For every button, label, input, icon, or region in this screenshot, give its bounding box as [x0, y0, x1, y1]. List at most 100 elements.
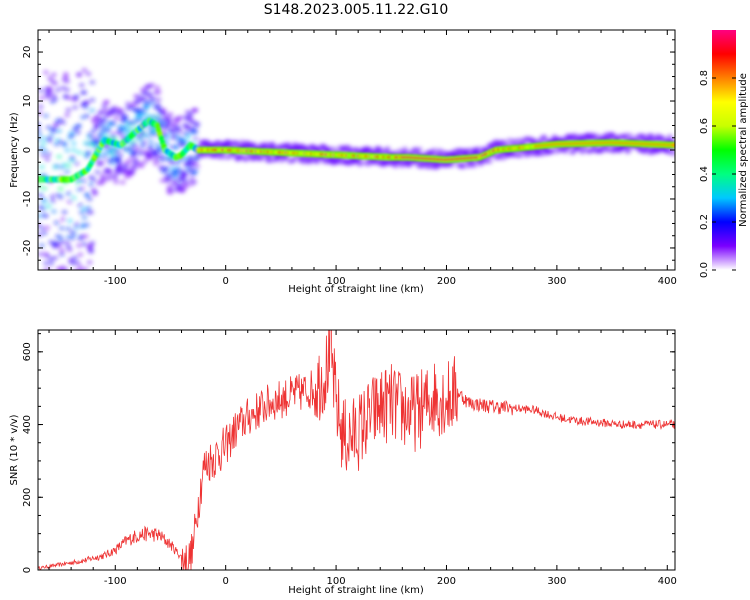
spectrogram-speckle: [87, 210, 94, 215]
spectrogram-speckle: [172, 144, 179, 149]
spectrogram-speckle: [84, 154, 91, 159]
spectrogram-speckle: [105, 125, 112, 131]
spectrogram-speckle: [53, 163, 60, 169]
colorbar-tick-label: 0.6: [699, 118, 710, 134]
spectrogram-speckle: [113, 116, 120, 121]
spectrogram-speckle: [90, 177, 97, 182]
spectrogram-speckle: [152, 161, 159, 166]
spectrogram-speckle: [86, 196, 93, 202]
spectrogram-xtick-label: 400: [658, 276, 677, 287]
snr-xtick-label: 300: [547, 576, 566, 587]
spectrogram-speckle: [192, 129, 199, 134]
spectrogram-speckle: [117, 153, 124, 158]
spectrogram-speckle: [53, 142, 60, 147]
spectrogram-speckle: [148, 101, 155, 106]
spectrogram-speckle: [131, 150, 138, 156]
spectrogram-speckle: [82, 104, 89, 110]
spectrogram-speckle: [187, 111, 194, 117]
spectrogram-ytick-label: -20: [22, 240, 33, 256]
spectrogram-speckle: [52, 81, 59, 86]
spectrogram-speckle: [38, 232, 43, 238]
spectrogram-speckle: [40, 152, 47, 158]
spectrogram-speckle: [61, 209, 68, 215]
spectrogram-speckle: [77, 265, 84, 270]
spectrogram-speckle: [167, 118, 174, 123]
spectrogram-speckle: [82, 234, 89, 239]
spectrogram-speckle: [71, 272, 77, 276]
colorbar-ticks: 0.0 0.2 0.4 0.6 0.8: [699, 70, 736, 278]
spectrogram-speckle: [73, 222, 80, 227]
spectrogram-speckle: [38, 104, 44, 109]
spectrogram-speckle: [41, 148, 48, 153]
spectrogram-speckle: [76, 123, 83, 129]
spectrogram-speckle: [42, 213, 49, 219]
spectrogram-speckle: [115, 157, 122, 162]
spectrogram-speckle: [460, 164, 467, 169]
spectrogram-speckle: [81, 67, 88, 73]
spectrogram-speckle: [138, 162, 145, 167]
spectrogram-speckle: [45, 125, 52, 130]
spectrogram-speckle: [58, 226, 65, 231]
spectrogram-speckle: [62, 267, 69, 270]
spectrogram-speckle: [53, 123, 60, 128]
spectrogram-speckle: [175, 125, 182, 130]
spectrogram-speckle: [42, 70, 49, 75]
spectrogram-speckle: [38, 192, 44, 198]
spectrogram-speckle: [46, 138, 53, 143]
spectrogram-speckle: [98, 110, 105, 115]
spectrogram-ytick-label: 10: [22, 95, 33, 108]
spectrogram-speckle: [416, 147, 423, 152]
spectrogram-speckle: [57, 186, 64, 191]
spectrogram-speckle: [122, 114, 129, 120]
spectrogram-speckle: [155, 97, 162, 102]
spectrogram-speckle: [38, 88, 44, 93]
spectrogram-speckle: [140, 97, 147, 102]
spectrogram-speckle: [50, 128, 57, 134]
spectrogram-speckle: [64, 79, 71, 84]
spectrogram-speckle: [269, 141, 276, 147]
spectrogram-speckle: [58, 252, 65, 257]
spectrogram-speckle: [143, 104, 150, 109]
spectrogram-speckle: [331, 147, 338, 152]
spectrogram-speckle: [403, 150, 410, 155]
spectrogram-speckle: [666, 134, 673, 139]
spectrogram-speckle: [44, 225, 51, 230]
spectrogram-speckle: [134, 159, 141, 165]
spectrogram-xtick-label: 0: [222, 276, 228, 287]
spectrogram-speckle: [122, 125, 129, 130]
spectrogram-speckle: [56, 243, 63, 248]
colorbar: 0.0 0.2 0.4 0.6 0.8 Normalized spectral ampl…: [699, 30, 749, 278]
spectrogram-speckle: [65, 163, 72, 168]
spectrogram-speckle: [78, 186, 85, 191]
spectrogram-speckle: [183, 140, 190, 145]
spectrogram-speckle: [164, 134, 171, 140]
spectrogram-speckle: [76, 72, 83, 78]
snr-ytick-label: 200: [22, 488, 33, 507]
snr-ytick-label: 600: [22, 342, 33, 361]
spectrogram-speckle: [81, 90, 88, 95]
spectrogram-speckle: [87, 247, 94, 253]
spectrogram-speckle: [39, 273, 45, 277]
spectrogram-speckle: [167, 186, 174, 192]
spectrogram-speckle: [65, 107, 72, 113]
spectrogram-speckle: [103, 99, 110, 105]
spectrogram-speckle: [85, 205, 92, 211]
spectrogram-speckle: [66, 199, 73, 204]
snr-xtick-label: 0: [222, 576, 228, 587]
spectrogram-xlabel: Height of straight line (km): [288, 284, 424, 295]
spectrogram-speckle: [77, 279, 83, 283]
spectrogram-speckle: [53, 220, 60, 225]
spectrogram-speckle: [69, 274, 75, 278]
spectrogram-speckle: [44, 157, 51, 162]
spectrogram-speckle: [73, 161, 80, 166]
spectrogram-speckle: [106, 169, 113, 174]
spectrogram-speckle: [625, 147, 632, 153]
spectrogram-speckle: [87, 182, 94, 187]
spectrogram-speckle: [140, 108, 147, 114]
spectrogram-speckle: [176, 115, 183, 121]
spectrogram-speckle: [146, 92, 153, 97]
spectrogram-speckle: [60, 217, 67, 222]
spectrogram-speckle: [431, 148, 438, 153]
